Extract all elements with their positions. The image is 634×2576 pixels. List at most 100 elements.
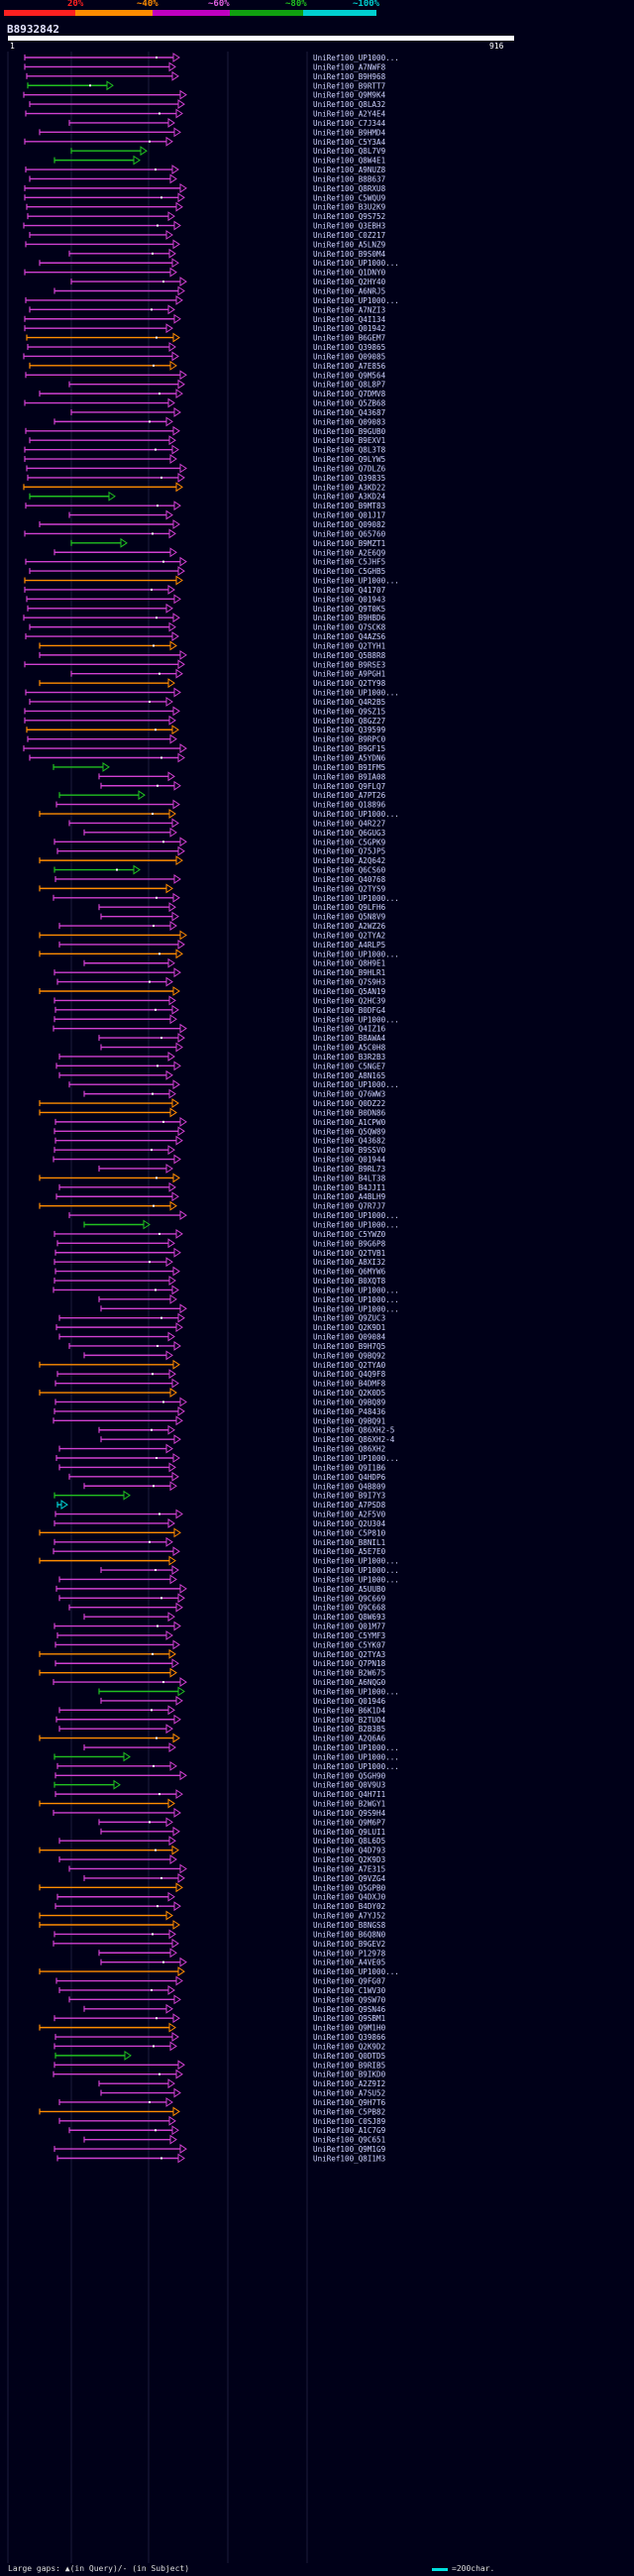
hit-label[interactable]: UniRef100_Q2HY40	[313, 278, 386, 286]
hit-label[interactable]: UniRef100_Q9ZUC3	[313, 1314, 385, 1323]
hit-label[interactable]: UniRef100_B9IKD0	[313, 2071, 386, 2079]
hit-label[interactable]: UniRef100_Q9BQ89	[313, 1398, 386, 1406]
hit-label[interactable]: UniRef100_UP1000...	[313, 259, 399, 268]
hit-label[interactable]: UniRef100_Q40768	[313, 875, 386, 884]
hit-label[interactable]: UniRef100_Q2TVB1	[313, 1249, 386, 1258]
hit-label[interactable]: UniRef100_A7NWF8	[313, 62, 386, 71]
hit-label[interactable]: UniRef100_Q0DZ22	[313, 1099, 385, 1108]
hit-label[interactable]: UniRef100_A6NRJ5	[313, 287, 385, 296]
hit-label[interactable]: UniRef100_UP1000...	[313, 1967, 399, 1976]
hit-label[interactable]: UniRef100_Q4R227	[313, 819, 385, 828]
hit-label[interactable]: UniRef100_Q7DLZ6	[313, 464, 386, 473]
hit-label[interactable]: UniRef100_B4LT38	[313, 1174, 386, 1182]
hit-label[interactable]: UniRef100_B0XQT8	[313, 1277, 386, 1286]
hit-label[interactable]: UniRef100_Q8H9E1	[313, 959, 386, 968]
hit-label[interactable]: UniRef100_B0DFG4	[313, 1006, 386, 1015]
hit-label[interactable]: UniRef100_B9IFM5	[313, 763, 385, 772]
hit-label[interactable]: UniRef100_Q8L8P7	[313, 381, 385, 390]
hit-label[interactable]: UniRef100_Q43682	[313, 1137, 385, 1146]
hit-label[interactable]: UniRef100_B9GUB0	[313, 427, 386, 436]
hit-label[interactable]: UniRef100_B9EXV1	[313, 436, 386, 445]
hit-label[interactable]: UniRef100_Q2TYH1	[313, 641, 386, 650]
hit-label[interactable]: UniRef100_B6Q8N0	[313, 1930, 386, 1939]
hit-label[interactable]: UniRef100_A7PT26	[313, 791, 386, 800]
hit-label[interactable]: UniRef100_UP1000...	[313, 1752, 399, 1761]
hit-label[interactable]: UniRef100_Q9C669	[313, 1594, 386, 1603]
hit-label[interactable]: UniRef100_B9HBD6	[313, 614, 386, 622]
hit-label[interactable]: UniRef100_A5C0H8	[313, 1044, 386, 1053]
hit-label[interactable]: UniRef100_Q7DMV8	[313, 390, 386, 398]
hit-label[interactable]: UniRef100_Q01M77	[313, 1623, 385, 1631]
hit-label[interactable]: UniRef100_A2Y4E4	[313, 110, 386, 119]
hit-label[interactable]: UniRef100_Q3EBH3	[313, 222, 385, 231]
hit-label[interactable]: UniRef100_Q9M1G9	[313, 2145, 386, 2154]
hit-label[interactable]: UniRef100_B3R2B3	[313, 1053, 385, 1062]
hit-label[interactable]: UniRef100_Q5GH90	[313, 1771, 386, 1780]
hit-label[interactable]: UniRef100_Q4D793	[313, 1847, 385, 1855]
hit-label[interactable]: UniRef100_UP1000...	[313, 1575, 399, 1584]
hit-label[interactable]: UniRef100_B9MZT1	[313, 539, 386, 548]
hit-label[interactable]: UniRef100_Q9M9K4	[313, 91, 386, 100]
hit-label[interactable]: UniRef100_Q1DNY0	[313, 269, 386, 278]
hit-label[interactable]: UniRef100_B9RTT7	[313, 81, 385, 90]
hit-label[interactable]: UniRef100_Q2TYA3	[313, 1650, 385, 1659]
hit-label[interactable]: UniRef100_A4BLH9	[313, 1192, 386, 1201]
hit-label[interactable]: UniRef100_Q76WW3	[313, 1090, 385, 1099]
hit-label[interactable]: UniRef100_B9S0M4	[313, 250, 386, 259]
hit-label[interactable]: UniRef100_Q2K9D2	[313, 2042, 385, 2051]
hit-label[interactable]: UniRef100_UP1000...	[313, 1286, 399, 1294]
hit-label[interactable]: UniRef100_A2Q6A6	[313, 1735, 386, 1743]
hit-label[interactable]: UniRef100_B9HMD4	[313, 128, 386, 137]
hit-label[interactable]: UniRef100_Q65760	[313, 529, 386, 538]
hit-label[interactable]: UniRef100_Q5GPB0	[313, 1883, 386, 1892]
hit-label[interactable]: UniRef100_A6NQG0	[313, 1678, 386, 1687]
hit-label[interactable]: UniRef100_B2W675	[313, 1669, 385, 1678]
hit-label[interactable]: UniRef100_UP1000...	[313, 296, 399, 305]
hit-label[interactable]: UniRef100_Q2K9D3	[313, 1855, 385, 1864]
hit-label[interactable]: UniRef100_Q2K9D1	[313, 1323, 386, 1332]
hit-label[interactable]: UniRef100_Q9FLQ7	[313, 782, 385, 791]
hit-label[interactable]: UniRef100_C5PB82	[313, 2107, 385, 2116]
hit-label[interactable]: UniRef100_Q39866	[313, 2033, 386, 2042]
hit-label[interactable]: UniRef100_UP1000...	[313, 1295, 399, 1304]
hit-label[interactable]: UniRef100_A5LNZ9	[313, 240, 386, 249]
hit-label[interactable]: UniRef100_B8NGS8	[313, 1921, 386, 1930]
hit-label[interactable]: UniRef100_B8AWA4	[313, 1034, 386, 1043]
hit-label[interactable]: UniRef100_B8B637	[313, 174, 385, 183]
hit-label[interactable]: UniRef100_B2B3B5	[313, 1725, 385, 1734]
hit-label[interactable]: UniRef100_Q4IZ16	[313, 1025, 386, 1034]
hit-label[interactable]: UniRef100_C5GHB5	[313, 567, 385, 576]
hit-label[interactable]: UniRef100_Q2HC39	[313, 996, 386, 1005]
hit-label[interactable]: UniRef100_C7J344	[313, 119, 386, 128]
hit-label[interactable]: UniRef100_A4RLP5	[313, 941, 385, 950]
hit-label[interactable]: UniRef100_B2WGY1	[313, 1800, 386, 1809]
hit-label[interactable]: UniRef100_Q9LYW5	[313, 455, 385, 464]
hit-label[interactable]: UniRef100_Q6CS60	[313, 866, 386, 875]
hit-label[interactable]: UniRef100_A7NZI3	[313, 305, 385, 314]
hit-label[interactable]: UniRef100_Q18896	[313, 801, 386, 810]
hit-label[interactable]: UniRef100_A1C7G9	[313, 2126, 386, 2135]
hit-label[interactable]: UniRef100_B9RPC0	[313, 735, 386, 744]
hit-label[interactable]: UniRef100_Q09084	[313, 1333, 386, 1342]
hit-label[interactable]: UniRef100_C5GPK9	[313, 838, 386, 846]
hit-label[interactable]: UniRef100_Q9M6P7	[313, 1818, 385, 1827]
hit-label[interactable]: UniRef100_A2F5V0	[313, 1511, 386, 1519]
hit-label[interactable]: UniRef100_UP1000...	[313, 689, 399, 698]
hit-label[interactable]: UniRef100_A8N165	[313, 1071, 385, 1080]
hit-label[interactable]: UniRef100_Q4Q9F8	[313, 1370, 386, 1379]
hit-label[interactable]: UniRef100_B6K1D4	[313, 1706, 386, 1715]
hit-label[interactable]: UniRef100_P48436	[313, 1407, 386, 1416]
hit-label[interactable]: UniRef100_B9RL73	[313, 1165, 385, 1174]
hit-label[interactable]: UniRef100_A9NUZ8	[313, 166, 386, 174]
hit-label[interactable]: UniRef100_UP1000...	[313, 1015, 399, 1024]
hit-label[interactable]: UniRef100_UP1000...	[313, 1211, 399, 1220]
hit-label[interactable]: UniRef100_Q9SN46	[313, 2005, 386, 2014]
hit-label[interactable]: UniRef100_Q2TYS9	[313, 884, 386, 893]
hit-label[interactable]: UniRef100_C1WV30	[313, 1986, 386, 1995]
hit-label[interactable]: UniRef100_A7YJ52	[313, 1912, 385, 1921]
hit-label[interactable]: UniRef100_B3U2K9	[313, 203, 386, 212]
hit-label[interactable]: UniRef100_Q5AN19	[313, 987, 386, 996]
hit-label[interactable]: UniRef100_Q9S752	[313, 212, 385, 221]
hit-label[interactable]: UniRef100_C5YMF3	[313, 1631, 385, 1640]
hit-label[interactable]: UniRef100_Q4H7I1	[313, 1790, 386, 1799]
